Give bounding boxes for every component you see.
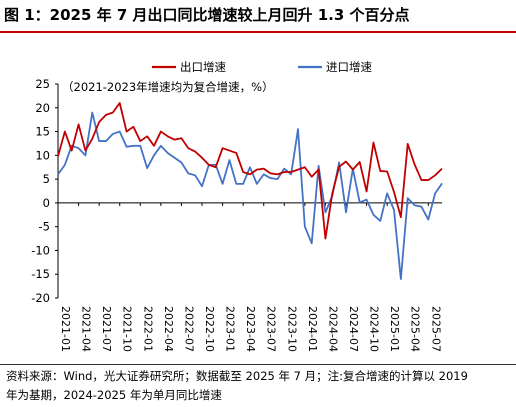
x-tick-label: 2022-07 bbox=[182, 306, 195, 352]
y-tick-label: 10 bbox=[35, 148, 50, 162]
legend-label-1: 进口增速 bbox=[326, 60, 372, 74]
x-tick-label: 2024-04 bbox=[326, 306, 339, 352]
y-tick-label: 15 bbox=[35, 125, 50, 139]
y-tick-label: -15 bbox=[31, 267, 50, 281]
series-layer bbox=[57, 102, 443, 280]
x-tick-label: 2023-01 bbox=[224, 306, 237, 352]
series-line-0 bbox=[57, 102, 443, 240]
line-chart: 出口增速 进口增速 （2021-2023年增速均为复合增速，%） 25 20 15 10… bbox=[31, 60, 443, 352]
x-tick-label: 2022-10 bbox=[203, 306, 216, 352]
y-tick-label: -20 bbox=[31, 291, 50, 305]
chart-legend: 出口增速 进口增速 bbox=[152, 60, 372, 74]
x-tick-label: 2024-01 bbox=[306, 306, 319, 352]
legend-label-0: 出口增速 bbox=[180, 60, 226, 74]
source-footnote-line-2: 年为基期，2024-2025 年为单月同比增速 bbox=[6, 388, 222, 402]
y-tick-label: 25 bbox=[35, 77, 50, 91]
chart-subtitle: （2021-2023年增速均为复合增速，%） bbox=[62, 80, 274, 94]
x-tick-label: 2023-07 bbox=[265, 306, 278, 352]
x-tick-label: 2025-07 bbox=[429, 306, 442, 352]
x-tick-label: 2025-04 bbox=[409, 306, 422, 352]
y-tick-label: -10 bbox=[31, 243, 50, 257]
y-tick-label: 0 bbox=[43, 196, 50, 210]
footer-rule bbox=[0, 364, 516, 365]
x-tick-label: 2024-07 bbox=[347, 306, 360, 352]
y-tick-label: 5 bbox=[43, 172, 50, 186]
x-tick-label: 2024-10 bbox=[368, 306, 381, 352]
y-tick-label: 20 bbox=[35, 101, 50, 115]
x-tick-label: 2025-01 bbox=[388, 306, 401, 352]
x-tick-label: 2021-10 bbox=[121, 306, 134, 352]
x-tick-label: 2021-07 bbox=[100, 306, 113, 352]
x-tick-label: 2022-01 bbox=[141, 306, 154, 352]
x-tick-label: 2022-04 bbox=[162, 306, 175, 352]
source-footnote: 资料来源：Wind，光大证券研究所；数据截至 2025 年 7 月；注:复合增速… bbox=[6, 367, 512, 405]
y-tick-label: -5 bbox=[39, 220, 50, 234]
x-tick-label: 2021-01 bbox=[59, 306, 72, 352]
x-tick-label: 2023-04 bbox=[244, 306, 257, 352]
x-tick-label: 2021-04 bbox=[80, 306, 93, 352]
series-line-1 bbox=[57, 111, 443, 280]
title-rule bbox=[0, 31, 516, 33]
x-tick-label: 2023-10 bbox=[285, 306, 298, 352]
chart-axes: 25 20 15 10 5 0 -5 -10 -15 -20 2021-01 2021-04 2021-… bbox=[31, 77, 442, 352]
source-footnote-line-1: 资料来源：Wind，光大证券研究所；数据截至 2025 年 7 月；注:复合增速… bbox=[6, 369, 468, 383]
figure-title: 图 1：2025 年 7 月出口同比增速较上月回升 1.3 个百分点 bbox=[4, 6, 410, 24]
